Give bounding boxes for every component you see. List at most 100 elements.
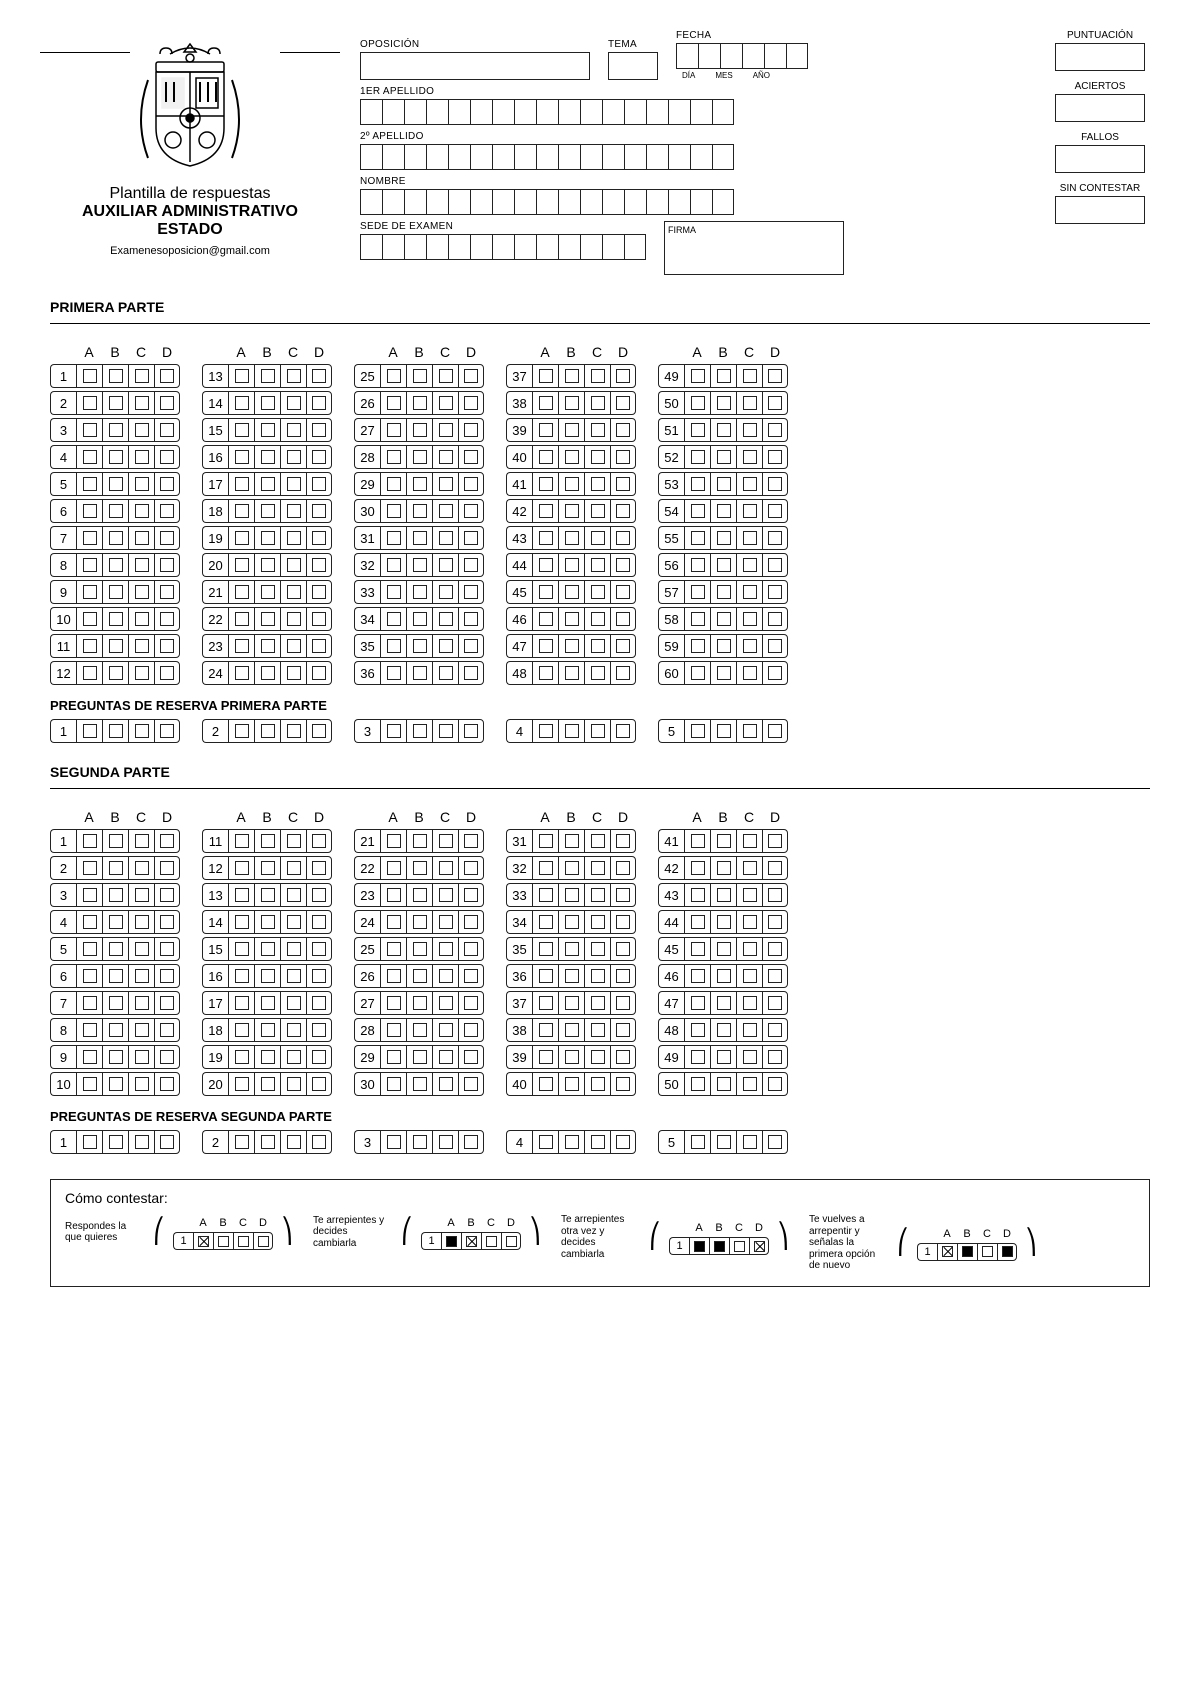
answer-cell[interactable] xyxy=(458,634,484,658)
answer-cell[interactable] xyxy=(228,829,254,853)
answer-cell[interactable] xyxy=(154,445,180,469)
answer-cell[interactable] xyxy=(102,964,128,988)
answer-cell[interactable] xyxy=(254,883,280,907)
answer-cell[interactable] xyxy=(102,1018,128,1042)
answer-cell[interactable] xyxy=(128,910,154,934)
answer-cell[interactable] xyxy=(610,661,636,685)
answer-cell[interactable] xyxy=(306,1072,332,1096)
answer-cell[interactable] xyxy=(406,391,432,415)
answer-cell[interactable] xyxy=(406,964,432,988)
answer-cell[interactable] xyxy=(128,391,154,415)
answer-cell[interactable] xyxy=(128,661,154,685)
answer-cell[interactable] xyxy=(710,1130,736,1154)
answer-cell[interactable] xyxy=(736,607,762,631)
answer-cell[interactable] xyxy=(610,910,636,934)
answer-cell[interactable] xyxy=(254,719,280,743)
input-fecha[interactable] xyxy=(676,43,808,69)
answer-cell[interactable] xyxy=(584,607,610,631)
answer-cell[interactable] xyxy=(76,472,102,496)
answer-cell[interactable] xyxy=(228,1045,254,1069)
answer-cell[interactable] xyxy=(406,1130,432,1154)
answer-cell[interactable] xyxy=(406,1018,432,1042)
answer-cell[interactable] xyxy=(380,364,406,388)
answer-cell[interactable] xyxy=(280,883,306,907)
answer-cell[interactable] xyxy=(306,883,332,907)
answer-cell[interactable] xyxy=(76,964,102,988)
answer-cell[interactable] xyxy=(76,856,102,880)
answer-cell[interactable] xyxy=(254,829,280,853)
answer-cell[interactable] xyxy=(380,1018,406,1042)
answer-cell[interactable] xyxy=(102,445,128,469)
answer-cell[interactable] xyxy=(684,1130,710,1154)
answer-cell[interactable] xyxy=(762,1072,788,1096)
answer-cell[interactable] xyxy=(380,719,406,743)
answer-cell[interactable] xyxy=(406,829,432,853)
answer-cell[interactable] xyxy=(154,364,180,388)
answer-cell[interactable] xyxy=(532,607,558,631)
answer-cell[interactable] xyxy=(584,1018,610,1042)
answer-cell[interactable] xyxy=(736,445,762,469)
answer-cell[interactable] xyxy=(532,1018,558,1042)
answer-cell[interactable] xyxy=(736,553,762,577)
answer-cell[interactable] xyxy=(280,364,306,388)
answer-cell[interactable] xyxy=(76,418,102,442)
answer-cell[interactable] xyxy=(432,964,458,988)
answer-cell[interactable] xyxy=(380,856,406,880)
answer-cell[interactable] xyxy=(736,364,762,388)
answer-cell[interactable] xyxy=(76,1018,102,1042)
answer-cell[interactable] xyxy=(432,1045,458,1069)
answer-cell[interactable] xyxy=(406,634,432,658)
answer-cell[interactable] xyxy=(736,391,762,415)
answer-cell[interactable] xyxy=(154,499,180,523)
answer-cell[interactable] xyxy=(558,964,584,988)
answer-cell[interactable] xyxy=(532,499,558,523)
answer-cell[interactable] xyxy=(102,391,128,415)
answer-cell[interactable] xyxy=(710,553,736,577)
answer-cell[interactable] xyxy=(710,1018,736,1042)
answer-cell[interactable] xyxy=(684,607,710,631)
answer-cell[interactable] xyxy=(380,1072,406,1096)
answer-cell[interactable] xyxy=(736,1018,762,1042)
answer-cell[interactable] xyxy=(532,553,558,577)
answer-cell[interactable] xyxy=(610,418,636,442)
answer-cell[interactable] xyxy=(458,1072,484,1096)
answer-cell[interactable] xyxy=(584,1130,610,1154)
input-puntuacion[interactable] xyxy=(1055,43,1145,71)
answer-cell[interactable] xyxy=(710,607,736,631)
answer-cell[interactable] xyxy=(684,910,710,934)
answer-cell[interactable] xyxy=(610,472,636,496)
answer-cell[interactable] xyxy=(584,364,610,388)
answer-cell[interactable] xyxy=(558,553,584,577)
answer-cell[interactable] xyxy=(102,1130,128,1154)
answer-cell[interactable] xyxy=(76,829,102,853)
answer-cell[interactable] xyxy=(432,553,458,577)
answer-cell[interactable] xyxy=(306,856,332,880)
answer-cell[interactable] xyxy=(684,499,710,523)
answer-cell[interactable] xyxy=(380,418,406,442)
answer-cell[interactable] xyxy=(280,964,306,988)
answer-cell[interactable] xyxy=(154,391,180,415)
answer-cell[interactable] xyxy=(432,526,458,550)
answer-cell[interactable] xyxy=(458,1018,484,1042)
answer-cell[interactable] xyxy=(432,418,458,442)
answer-cell[interactable] xyxy=(254,607,280,631)
answer-cell[interactable] xyxy=(610,526,636,550)
answer-cell[interactable] xyxy=(432,1072,458,1096)
answer-cell[interactable] xyxy=(128,607,154,631)
answer-cell[interactable] xyxy=(558,526,584,550)
answer-cell[interactable] xyxy=(254,364,280,388)
answer-cell[interactable] xyxy=(380,499,406,523)
answer-cell[interactable] xyxy=(610,883,636,907)
answer-cell[interactable] xyxy=(610,499,636,523)
answer-cell[interactable] xyxy=(762,1045,788,1069)
answer-cell[interactable] xyxy=(306,829,332,853)
answer-cell[interactable] xyxy=(558,1018,584,1042)
answer-cell[interactable] xyxy=(228,580,254,604)
answer-cell[interactable] xyxy=(254,856,280,880)
answer-cell[interactable] xyxy=(762,856,788,880)
answer-cell[interactable] xyxy=(306,1045,332,1069)
answer-cell[interactable] xyxy=(432,445,458,469)
answer-cell[interactable] xyxy=(102,937,128,961)
answer-cell[interactable] xyxy=(254,1045,280,1069)
answer-cell[interactable] xyxy=(406,719,432,743)
